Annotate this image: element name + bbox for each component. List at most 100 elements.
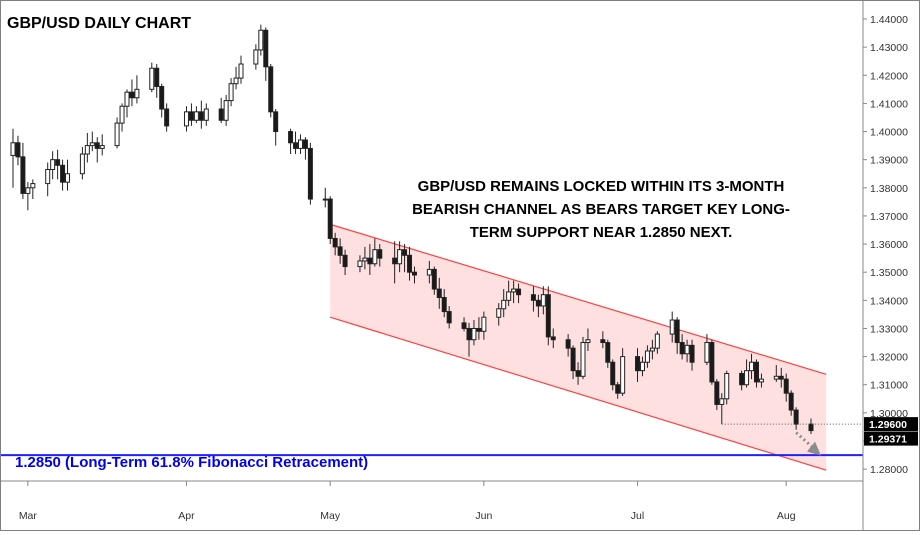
y-tick-label: 1.38000 bbox=[870, 183, 908, 195]
channel-upper-line bbox=[330, 223, 827, 375]
price-label-box bbox=[864, 431, 918, 446]
candle-down bbox=[337, 246, 343, 256]
channel-fill bbox=[330, 224, 827, 471]
candle-up bbox=[45, 169, 51, 185]
candle-down bbox=[342, 254, 348, 268]
candle-up bbox=[258, 29, 264, 51]
candle-down bbox=[466, 327, 472, 341]
x-tick-label: May bbox=[320, 510, 341, 522]
candle-up bbox=[223, 100, 229, 121]
candle-down bbox=[188, 111, 194, 121]
x-tick-label: Apr bbox=[178, 510, 195, 522]
candle-down bbox=[788, 392, 794, 411]
candle-down bbox=[377, 249, 383, 259]
candle-up bbox=[669, 319, 675, 335]
candle-down bbox=[709, 342, 715, 383]
candle-down bbox=[327, 198, 333, 239]
y-tick-label: 1.42000 bbox=[870, 70, 908, 82]
candle-down bbox=[535, 299, 541, 307]
y-tick-label: 1.31000 bbox=[870, 380, 908, 392]
target-arrow-head bbox=[807, 441, 821, 456]
candle-down bbox=[545, 294, 551, 338]
candle-up bbox=[585, 339, 591, 344]
candle-up bbox=[203, 108, 209, 121]
candle-down bbox=[446, 311, 452, 324]
candle-down bbox=[154, 67, 160, 88]
candle-down bbox=[679, 342, 685, 355]
candle-up bbox=[481, 316, 487, 332]
candle-down bbox=[431, 268, 437, 290]
candle-up bbox=[773, 375, 779, 380]
candle-down bbox=[263, 29, 269, 68]
candle-up bbox=[724, 372, 730, 400]
candle-up bbox=[749, 361, 755, 372]
candle-down bbox=[753, 361, 759, 383]
candle-up bbox=[322, 198, 328, 201]
y-tick-label: 1.37000 bbox=[870, 211, 908, 223]
candle-up bbox=[99, 145, 105, 149]
y-tick-label: 1.35000 bbox=[870, 267, 908, 279]
candle-down bbox=[600, 339, 606, 344]
y-tick-label: 1.39000 bbox=[870, 155, 908, 167]
candle-down bbox=[60, 164, 66, 183]
y-tick-label: 1.40000 bbox=[870, 127, 908, 139]
candle-up bbox=[506, 291, 512, 301]
candle-up bbox=[357, 260, 363, 268]
candle-down bbox=[674, 319, 680, 344]
candle-up bbox=[183, 111, 189, 127]
candle-up bbox=[149, 67, 155, 90]
candle-down bbox=[218, 108, 224, 121]
candle-up bbox=[719, 398, 725, 405]
y-tick-label: 1.33000 bbox=[870, 323, 908, 335]
candle-down bbox=[55, 159, 61, 166]
candle-down bbox=[20, 156, 26, 194]
price-label: 1.29371 bbox=[869, 434, 907, 446]
candle-down bbox=[392, 257, 398, 265]
price-label: 1.29600 bbox=[869, 419, 907, 431]
candle-down bbox=[689, 344, 695, 363]
fib-label: 1.2850 (Long-Term 61.8% Fibonacci Retrac… bbox=[15, 454, 368, 471]
candle-down bbox=[575, 370, 581, 377]
candle-up bbox=[620, 356, 626, 394]
x-tick-label: Jun bbox=[475, 510, 492, 522]
annotation-line-1: GBP/USD REMAINS LOCKED WITHIN ITS 3-MONT… bbox=[418, 178, 785, 195]
candle-up bbox=[644, 350, 650, 363]
candle-up bbox=[397, 249, 403, 265]
y-tick-label: 1.28000 bbox=[870, 464, 908, 476]
candle-down bbox=[198, 111, 204, 121]
chart-title: GBP/USD DAILY CHART bbox=[7, 15, 191, 32]
candle-down bbox=[461, 322, 467, 329]
candle-down bbox=[570, 347, 576, 372]
candle-down bbox=[615, 384, 621, 394]
candle-up bbox=[362, 257, 368, 262]
x-tick-label: Mar bbox=[19, 510, 38, 522]
candle-up bbox=[79, 153, 85, 175]
candle-down bbox=[268, 66, 274, 113]
candle-up bbox=[704, 342, 710, 363]
candle-up bbox=[471, 327, 477, 341]
candle-up bbox=[193, 111, 199, 121]
x-tick-label: Aug bbox=[777, 510, 796, 522]
candle-up bbox=[89, 142, 95, 147]
candle-up bbox=[84, 145, 90, 155]
candle-up bbox=[228, 83, 234, 102]
candle-down bbox=[302, 139, 308, 149]
candle-up bbox=[238, 63, 244, 79]
annotation-line-2: BEARISH CHANNEL AS BEARS TARGET KEY LONG… bbox=[412, 201, 790, 218]
y-tick-label: 1.36000 bbox=[870, 239, 908, 251]
candle-up bbox=[297, 139, 303, 149]
candle-up bbox=[511, 288, 517, 293]
price-label-box bbox=[864, 417, 918, 432]
candle-down bbox=[273, 111, 279, 133]
candle-up bbox=[253, 49, 259, 65]
candle-down bbox=[436, 288, 442, 299]
y-tick-label: 1.43000 bbox=[870, 42, 908, 54]
candle-up bbox=[496, 308, 502, 318]
candle-down bbox=[793, 409, 799, 425]
candle-down bbox=[610, 361, 616, 386]
y-tick-label: 1.30000 bbox=[870, 408, 908, 420]
candle-down bbox=[441, 297, 447, 313]
candle-down bbox=[778, 375, 784, 380]
